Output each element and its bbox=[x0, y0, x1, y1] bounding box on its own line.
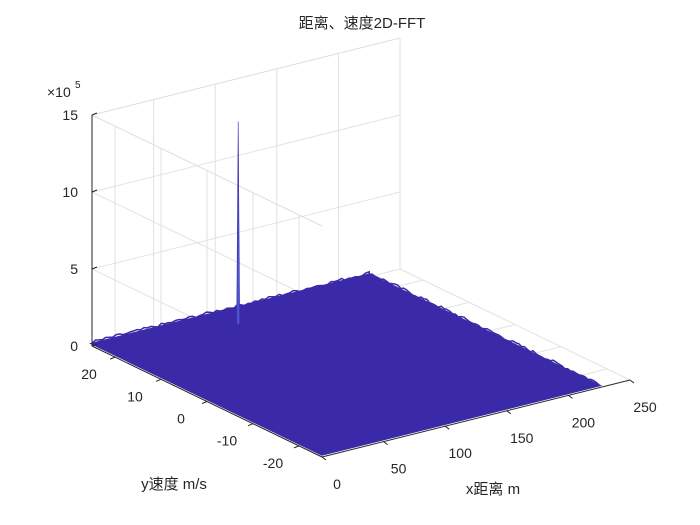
chart-title: 距离、速度2D-FFT bbox=[299, 15, 426, 32]
x-tick-label: 100 bbox=[449, 445, 473, 461]
z-tick bbox=[91, 189, 98, 193]
z-exponent-power: 5 bbox=[75, 80, 81, 91]
z-tick bbox=[91, 266, 98, 270]
grid-line bbox=[91, 37, 401, 116]
x-tick bbox=[506, 410, 512, 415]
x-axis-label: x距离 m bbox=[466, 481, 520, 498]
y-tick bbox=[201, 401, 208, 404]
surface-edge bbox=[91, 341, 600, 456]
x-tick-label: 150 bbox=[510, 430, 534, 446]
z-tick-label: 15 bbox=[62, 107, 78, 123]
x-tick-label: 200 bbox=[572, 414, 596, 430]
y-tick bbox=[247, 423, 254, 427]
grid-line bbox=[90, 114, 401, 304]
surface-peak bbox=[236, 121, 241, 325]
grid-line bbox=[91, 114, 323, 227]
y-tick-label: 20 bbox=[81, 366, 97, 382]
y-axis-label: y速度 m/s bbox=[141, 476, 207, 493]
z-tick bbox=[91, 343, 98, 347]
x-tick bbox=[444, 425, 450, 430]
y-tick-label: -20 bbox=[263, 455, 283, 471]
x-tick bbox=[321, 456, 327, 461]
surface-patch bbox=[89, 273, 603, 456]
z-tick bbox=[91, 112, 98, 116]
axes bbox=[91, 112, 635, 461]
surface bbox=[89, 121, 603, 456]
x-tick bbox=[629, 379, 635, 384]
surface-edge bbox=[91, 270, 600, 386]
z-exponent-label: ×10 bbox=[47, 84, 71, 100]
z-tick-label: 10 bbox=[62, 184, 78, 200]
x-tick bbox=[383, 441, 388, 446]
y-tick bbox=[109, 356, 116, 360]
grid-line bbox=[90, 37, 401, 227]
y-tick-label: 0 bbox=[177, 411, 185, 427]
z-tick-label: 0 bbox=[70, 338, 78, 354]
y-tick bbox=[155, 378, 162, 382]
x-tick-label: 50 bbox=[391, 461, 407, 477]
y-tick bbox=[293, 445, 300, 449]
z-tick-label: 5 bbox=[70, 261, 78, 277]
x-tick-label: 250 bbox=[633, 399, 657, 415]
y-tick-label: 10 bbox=[127, 388, 143, 404]
y-tick-label: -10 bbox=[217, 433, 237, 449]
x-tick bbox=[568, 394, 573, 399]
x-axis-line bbox=[321, 379, 631, 458]
x-tick-label: 0 bbox=[333, 476, 341, 492]
